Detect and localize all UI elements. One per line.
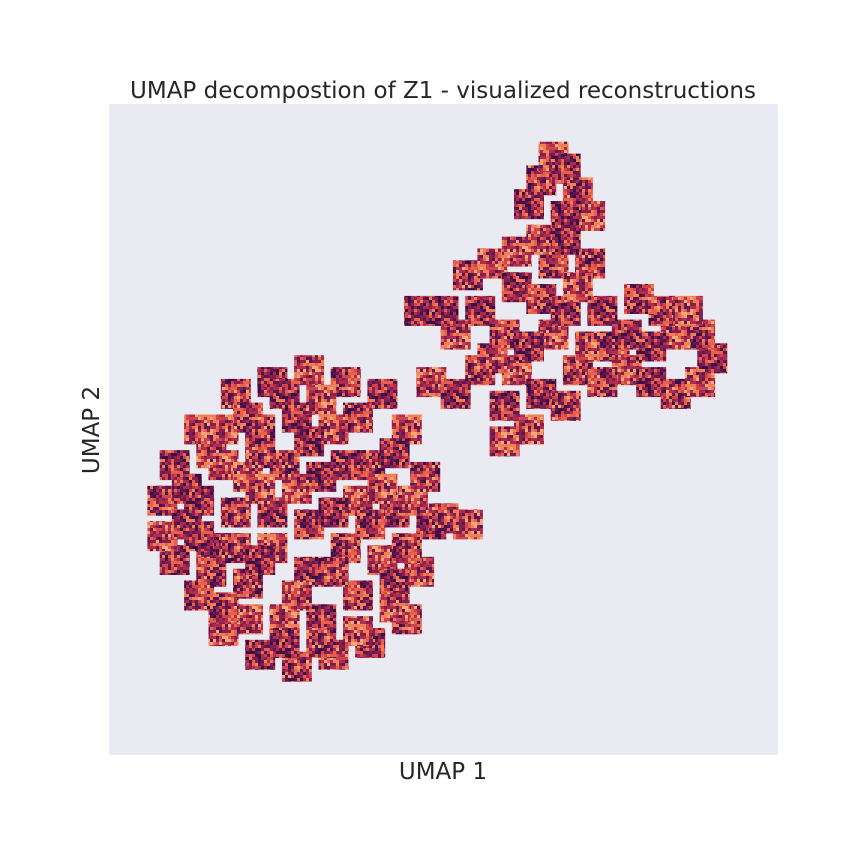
reconstruction-tile [269,378,300,409]
reconstruction-tile [624,284,654,314]
reconstruction-tile [587,367,618,398]
reconstruction-tile [208,592,239,623]
reconstruction-tile [281,580,312,611]
reconstruction-tile [233,402,263,433]
reconstruction-tile [318,497,349,528]
reconstruction-tile [672,295,703,326]
reconstruction-tile [489,426,520,457]
reconstruction-tile [379,438,410,469]
reconstruction-tile [245,473,276,504]
reconstruction-tile [245,545,276,575]
reconstruction-tile [306,628,337,658]
reconstruction-tile [501,236,532,267]
reconstruction-tile [330,450,361,481]
reconstruction-tile [184,521,215,552]
chart-title: UMAP decompostion of Z1 - visualized rec… [130,78,756,104]
reconstruction-tile [379,592,410,623]
reconstruction-tile [171,473,202,504]
reconstruction-tile [318,556,349,587]
reconstruction-tile [489,390,520,421]
reconstruction-tile [306,384,337,415]
reconstruction-tile [550,224,581,255]
reconstruction-tile [245,438,276,469]
reconstruction-tile [343,402,373,433]
reconstruction-tile [355,509,386,540]
reconstruction-tile [397,485,428,516]
reconstruction-tile [343,616,373,647]
x-axis-label: UMAP 1 [399,759,487,785]
reconstruction-tile [452,509,483,540]
reconstruction-tile [281,473,312,504]
reconstruction-tile [196,438,227,469]
y-axis-label: UMAP 2 [79,386,105,474]
reconstruction-tile [367,473,398,504]
reconstruction-tiles [147,141,728,682]
reconstruction-tile [611,319,642,350]
reconstruction-tile [440,378,471,409]
reconstruction-tile [550,390,581,421]
reconstruction-tile [269,628,300,658]
reconstruction-tile [404,295,435,326]
reconstruction-tile [294,426,325,457]
reconstruction-tile [514,331,544,362]
reconstruction-tile [391,533,422,564]
